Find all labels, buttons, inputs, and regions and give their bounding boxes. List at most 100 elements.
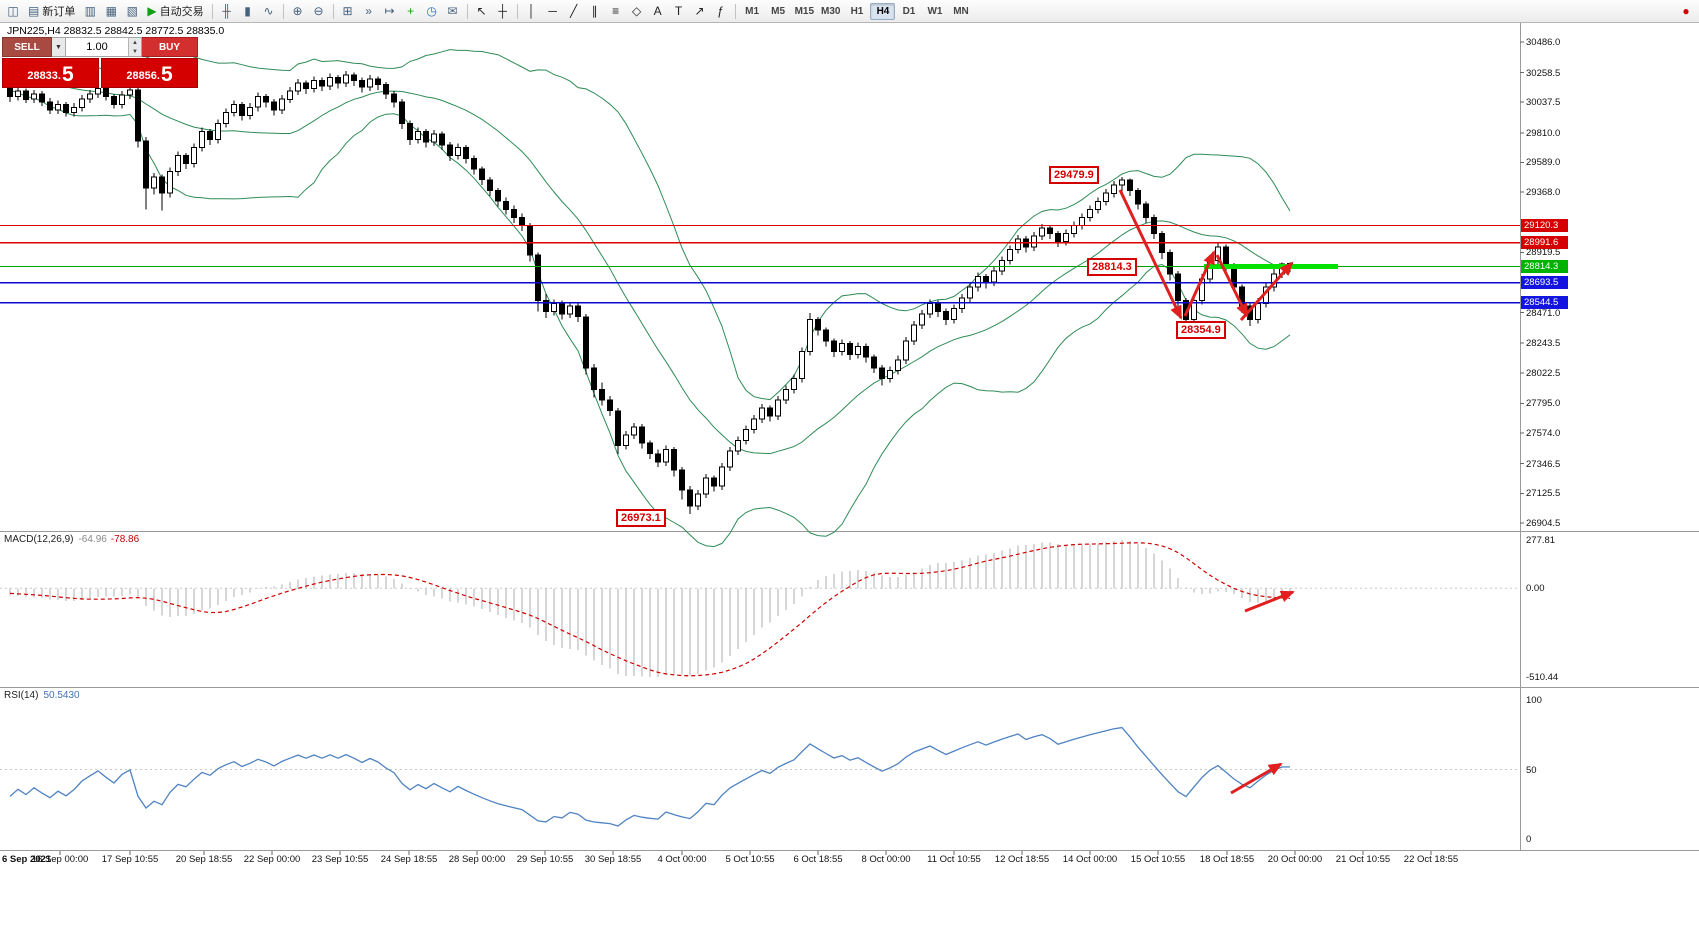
- trend-arrow-3[interactable]: [1215, 254, 1249, 318]
- line-chart-icon[interactable]: ∿: [259, 2, 279, 21]
- chart-symbol-title: JPN225,H4 28832.5 28842.5 28772.5 28835.…: [7, 25, 225, 37]
- bar-chart-icon-glyph: ╫: [222, 4, 231, 18]
- horizontal-line-icon-glyph: ─: [548, 4, 557, 18]
- auto-scroll-icon-glyph: »: [365, 4, 372, 18]
- macd-indicator-label: MACD(12,26,9) -64.96 -78.86: [4, 534, 139, 545]
- record-icon[interactable]: ●: [1676, 2, 1696, 21]
- timeframe-m30[interactable]: M30: [818, 3, 843, 20]
- timeframe-m5[interactable]: M5: [766, 3, 791, 20]
- text-label-icon-glyph: T: [674, 4, 683, 18]
- macd-name: MACD(12,26,9): [4, 534, 74, 545]
- chart-shift-icon-glyph: ↦: [384, 4, 395, 18]
- mail-icon-glyph: ✉: [447, 4, 458, 18]
- vertical-line-icon[interactable]: │: [522, 2, 542, 21]
- volume-field: ▲ ▼: [66, 37, 142, 57]
- text-label-icon[interactable]: T: [669, 2, 689, 21]
- channel-icon[interactable]: ∥: [585, 2, 605, 21]
- macd-histogram: [9, 540, 1291, 677]
- volume-down-button[interactable]: ▼: [128, 47, 141, 56]
- tile-windows-icon-glyph: ⊞: [342, 4, 353, 18]
- data-window-icon-glyph: ▧: [126, 4, 139, 18]
- rsi-indicator-label: RSI(14) 50.5430: [4, 690, 80, 701]
- bar-chart-icon[interactable]: ╫: [217, 2, 237, 21]
- cursor-icon[interactable]: ↖: [472, 2, 492, 21]
- add-indicator-icon[interactable]: +: [401, 2, 421, 21]
- rsi-name: RSI(14): [4, 690, 39, 701]
- trade-panel-controls: SELL ▼ ▲ ▼ BUY: [2, 37, 198, 57]
- rsi-line: [9, 726, 1291, 827]
- main-toolbar: ◫ ▤ 新订单 ▥ ▦ ▧ ▶ 自动交易 ╫ ▮ ∿ ⊕ ⊖ ⊞ » ↦ + ◷ ✉ ↖ ┼ │ ─ ╱ ∥ ≡ ◇ A T ↗ ƒ M1 M5…: [0, 0, 1699, 23]
- timeframe-mn[interactable]: MN: [948, 3, 973, 20]
- chart-shift-icon[interactable]: ↦: [380, 2, 400, 21]
- crosshair-icon[interactable]: ┼: [493, 2, 513, 21]
- auto-scroll-icon[interactable]: »: [359, 2, 379, 21]
- text-icon[interactable]: A: [648, 2, 668, 21]
- trend-arrow-1[interactable]: [1118, 189, 1183, 320]
- trendline-icon[interactable]: ╱: [564, 2, 584, 21]
- macd-main-value: -64.96: [78, 534, 107, 545]
- trend-arrow-2[interactable]: [1183, 250, 1216, 317]
- volume-up-button[interactable]: ▲: [128, 38, 141, 47]
- price-callout-29479.9[interactable]: 29479.9: [1049, 166, 1099, 184]
- new-order-button-label: 新订单: [42, 6, 76, 18]
- chart-profiles-icon[interactable]: ▥: [80, 2, 100, 21]
- sell-price-button[interactable]: 28833. 5: [2, 58, 99, 88]
- bollinger-bands[interactable]: [9, 48, 1291, 548]
- data-window-icon[interactable]: ▧: [122, 2, 142, 21]
- sell-price-big: 5: [61, 63, 74, 86]
- zoom-out-icon[interactable]: ⊖: [309, 2, 329, 21]
- buy-button[interactable]: BUY: [142, 37, 198, 57]
- timeframe-d1[interactable]: D1: [896, 3, 921, 20]
- trend-arrow-5[interactable]: [1244, 590, 1295, 613]
- new-chart-icon[interactable]: ◫: [3, 2, 23, 21]
- tile-windows-icon[interactable]: ⊞: [338, 2, 358, 21]
- indicators-list-icon[interactable]: ƒ: [711, 2, 731, 21]
- indicators-list-icon-glyph: ƒ: [717, 4, 724, 18]
- trend-arrow-6[interactable]: [1230, 762, 1283, 795]
- cursor-icon-glyph: ↖: [476, 4, 487, 18]
- trendline-icon-glyph: ╱: [569, 4, 578, 18]
- sell-button[interactable]: SELL: [2, 37, 52, 57]
- timeframe-m15[interactable]: M15: [792, 3, 817, 20]
- zoom-in-icon-glyph: ⊕: [292, 4, 303, 18]
- volume-input[interactable]: [66, 38, 128, 56]
- timeframe-h1[interactable]: H1: [844, 3, 869, 20]
- timeframe-m1[interactable]: M1: [740, 3, 765, 20]
- macd-signal-value: -78.86: [110, 534, 140, 545]
- candlestick-chart-icon[interactable]: ▮: [238, 2, 258, 21]
- toolbar-separator: [211, 3, 213, 19]
- period-clock-icon-glyph: ◷: [426, 4, 437, 18]
- one-click-trade-panel: SELL ▼ ▲ ▼ BUY 28833.5 28856.5: [2, 37, 198, 88]
- trend-arrow-4[interactable]: [1239, 261, 1294, 322]
- caret-down-icon: ▼: [55, 43, 62, 51]
- fibonacci-icon[interactable]: ≡: [606, 2, 626, 21]
- toolbar-separator: [466, 3, 468, 19]
- sell-price-base: 28833.: [27, 70, 61, 82]
- trade-options-caret[interactable]: ▼: [52, 37, 66, 57]
- toolbar-separator: [332, 3, 334, 19]
- autotrading-glyph: ▶: [147, 4, 157, 18]
- price-callout-28814.3[interactable]: 28814.3: [1087, 258, 1137, 276]
- panel-separators[interactable]: [0, 23, 1699, 851]
- autotrading-button[interactable]: ▶ 自动交易: [143, 2, 207, 21]
- channel-icon-glyph: ∥: [591, 4, 598, 18]
- market-watch-icon-glyph: ▦: [105, 4, 118, 18]
- candlesticks: [7, 71, 1293, 514]
- horizontal-line-icon[interactable]: ─: [543, 2, 563, 21]
- zoom-in-icon[interactable]: ⊕: [288, 2, 308, 21]
- crosshair-icon-glyph: ┼: [498, 4, 507, 18]
- new-order-button[interactable]: ▤ 新订单: [24, 2, 79, 21]
- price-callout-28354.9[interactable]: 28354.9: [1176, 321, 1226, 339]
- mail-icon[interactable]: ✉: [443, 2, 463, 21]
- shapes-icon[interactable]: ◇: [627, 2, 647, 21]
- period-clock-icon[interactable]: ◷: [422, 2, 442, 21]
- timeframe-w1[interactable]: W1: [922, 3, 947, 20]
- fibonacci-icon-glyph: ≡: [612, 4, 620, 18]
- arrow-tools-icon-glyph: ↗: [694, 4, 705, 18]
- timeframe-h4[interactable]: H4: [870, 2, 896, 20]
- buy-price-button[interactable]: 28856. 5: [101, 58, 198, 88]
- price-callout-26973.1[interactable]: 26973.1: [616, 509, 666, 527]
- arrow-tools-icon[interactable]: ↗: [690, 2, 710, 21]
- market-watch-icon[interactable]: ▦: [101, 2, 121, 21]
